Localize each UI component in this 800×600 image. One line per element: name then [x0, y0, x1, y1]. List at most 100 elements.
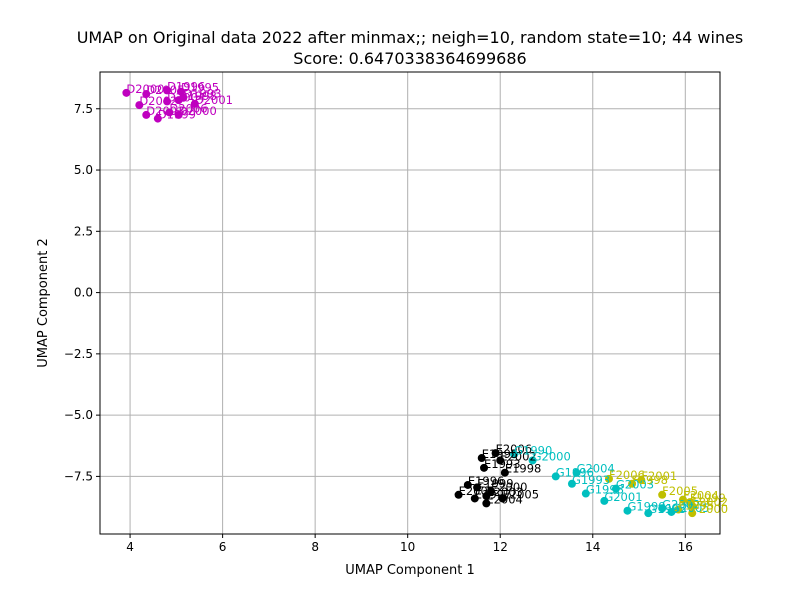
point-label: F1995	[678, 498, 714, 512]
point-label: G2003	[616, 478, 654, 492]
point-label: D2002	[139, 94, 177, 108]
point-label: G1995	[648, 502, 686, 516]
point-label: G2005	[671, 501, 709, 515]
data-point	[628, 479, 637, 488]
axis-ticks: 4 6 8 10 12 14 16 −7.5 −5.0 −2.5 0.0 2.5 5.0 7.5	[64, 102, 693, 554]
point-label: D2004	[167, 90, 205, 104]
point-label: G1998	[586, 483, 624, 497]
data-point	[163, 86, 172, 95]
data-point	[482, 492, 491, 501]
data-point	[604, 474, 613, 483]
point-label: F2004	[683, 489, 719, 503]
point-label: D1999	[158, 108, 196, 122]
point-label: G2001	[604, 490, 642, 504]
data-point	[551, 472, 560, 481]
data-point	[600, 496, 609, 505]
data-point	[463, 480, 472, 489]
data-point	[623, 506, 632, 515]
point-label: D1998	[179, 89, 217, 103]
point-label: E2000	[491, 480, 528, 494]
point-label: E1995	[482, 447, 519, 461]
point-label: F1998	[632, 473, 668, 487]
y-tick-label: 7.5	[74, 102, 93, 116]
point-label: G1999	[627, 500, 665, 514]
point-label: F2000	[692, 502, 728, 516]
data-point	[658, 504, 667, 513]
point-label: D1993	[183, 87, 221, 101]
data-point	[688, 509, 697, 518]
data-point	[482, 499, 491, 508]
point-label: E1996	[468, 474, 505, 488]
y-tick-label: −7.5	[64, 469, 93, 483]
data-point	[567, 479, 576, 488]
data-point	[473, 483, 482, 492]
x-tick-label: 8	[311, 540, 319, 554]
point-label: E2006	[496, 442, 533, 456]
y-tick-label: −2.5	[64, 347, 93, 361]
data-point	[122, 88, 131, 97]
data-point	[496, 456, 505, 465]
data-point	[674, 505, 683, 514]
point-label: E2003	[486, 485, 523, 499]
data-point	[637, 476, 646, 485]
point-label: E2004	[486, 492, 523, 506]
data-point	[165, 108, 174, 117]
data-point	[470, 494, 479, 503]
x-tick-label: 6	[219, 540, 227, 554]
y-tick-label: −5.0	[64, 408, 93, 422]
data-point	[572, 468, 581, 477]
x-tick-label: 16	[678, 540, 693, 554]
data-point	[174, 110, 183, 119]
x-tick-label: 4	[126, 540, 134, 554]
data-point	[500, 468, 509, 477]
data-point	[135, 101, 144, 110]
chart-subtitle: Score: 0.6470338364699686	[293, 49, 526, 68]
grid-lines	[100, 72, 720, 534]
plot-frame	[99, 71, 721, 535]
point-label: G2000	[533, 449, 571, 463]
data-point	[498, 494, 507, 503]
point-label: D2001	[195, 93, 233, 107]
data-point	[667, 507, 676, 516]
data-point	[480, 463, 489, 472]
y-tick-label: 5.0	[74, 163, 93, 177]
data-point	[163, 97, 172, 106]
data-point	[491, 449, 500, 458]
point-label: G2002	[662, 497, 700, 511]
point-label: G2004	[577, 462, 615, 476]
point-label: E1998	[505, 462, 542, 476]
data-point	[142, 90, 151, 99]
data-point	[644, 509, 653, 518]
x-tick-label: 14	[585, 540, 600, 554]
point-label: G1990	[514, 443, 552, 457]
data-point	[176, 87, 185, 96]
point-label: E1999	[477, 476, 514, 490]
point-label: E2005	[503, 487, 540, 501]
chart-title: UMAP on Original data 2022 after minmax;…	[77, 28, 744, 47]
point-label: E2002	[500, 449, 537, 463]
point-label: D2006	[169, 101, 207, 115]
data-point	[658, 490, 667, 499]
point-label: D2000	[126, 82, 164, 96]
x-axis-label: UMAP Component 1	[345, 563, 474, 578]
point-label: D1995	[181, 81, 219, 95]
x-tick-label: 10	[400, 540, 415, 554]
point-label: E1993	[484, 457, 521, 471]
point-label: F2006	[609, 468, 645, 482]
data-point	[477, 454, 486, 463]
x-tick-label: 12	[493, 540, 508, 554]
point-label: F1999	[690, 491, 726, 505]
data-point	[688, 501, 697, 510]
data-point	[190, 99, 199, 108]
point-labels: D2000D2005D1996D1995D1993D1998D2004D2002…	[126, 79, 728, 516]
point-label: E2001	[459, 484, 496, 498]
data-point	[581, 489, 590, 498]
point-label: G1993	[572, 473, 610, 487]
point-label: D2000	[179, 104, 217, 118]
data-point	[528, 456, 537, 465]
y-tick-label: 0.0	[74, 286, 93, 300]
y-axis-label: UMAP Component 2	[36, 238, 51, 367]
data-point	[611, 484, 620, 493]
data-point	[510, 450, 519, 459]
